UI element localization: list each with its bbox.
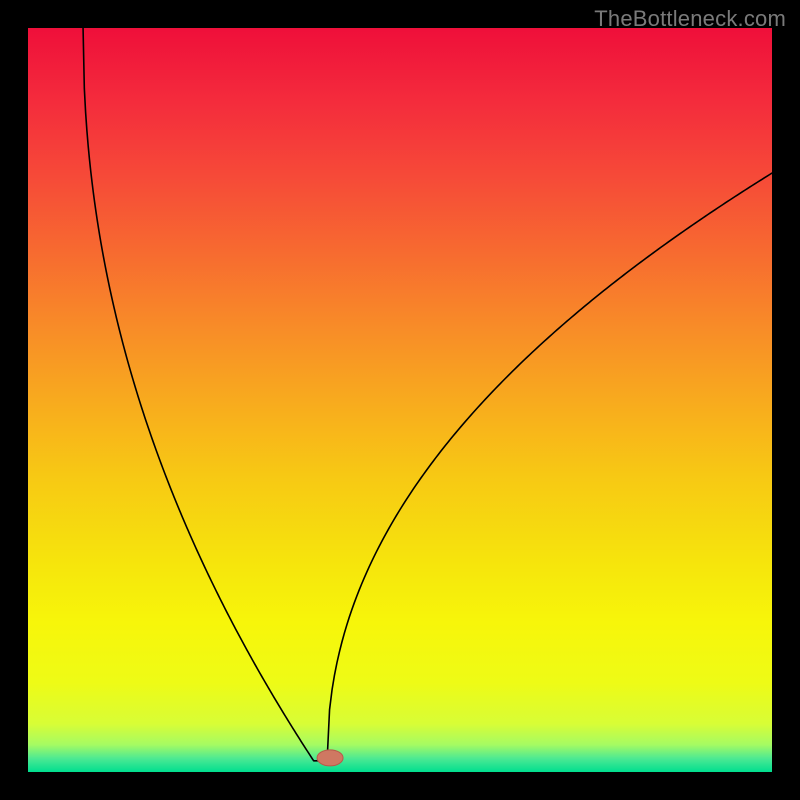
chart-root: { "watermark_text": "TheBottleneck.com",… (0, 0, 800, 800)
watermark-text: TheBottleneck.com (594, 6, 786, 32)
v-curve (83, 28, 772, 761)
bottleneck-curve (0, 0, 800, 800)
notch-marker (317, 750, 343, 766)
